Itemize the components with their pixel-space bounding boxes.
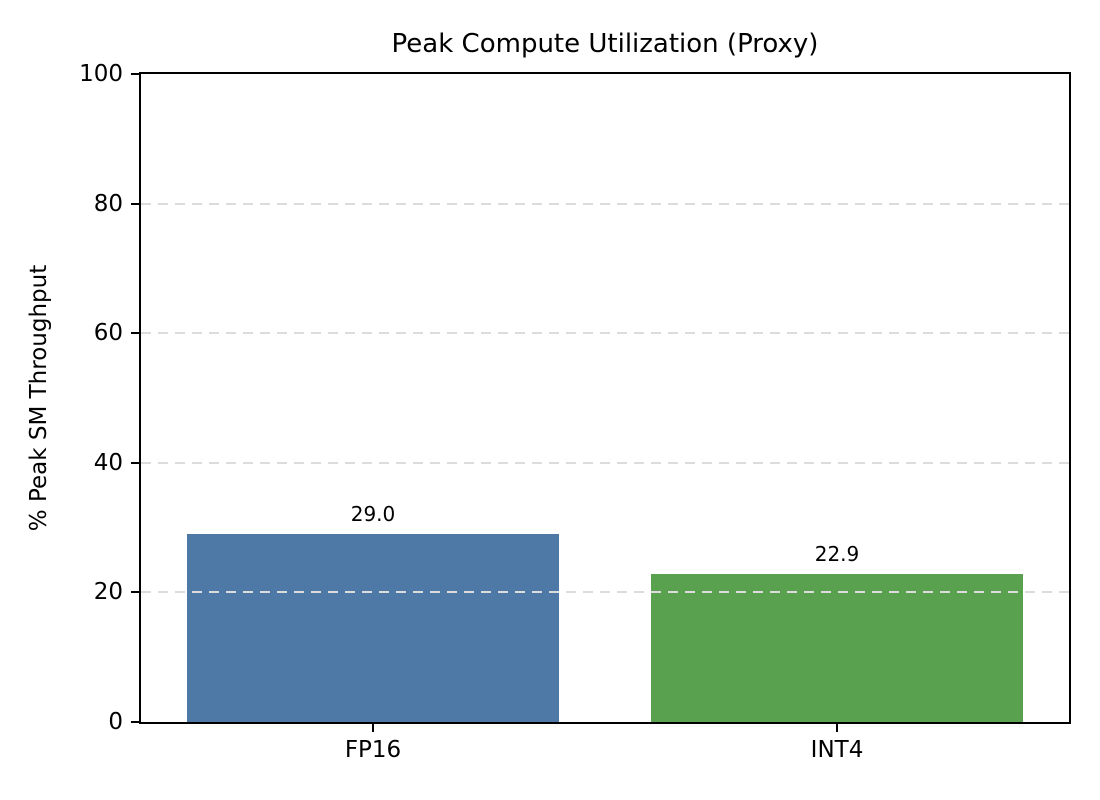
y-gridline: [141, 591, 1069, 594]
bar-annotations-layer: 29.0 22.9: [141, 74, 1069, 722]
y-tick-label: 100: [79, 61, 123, 87]
y-tick-mark: [131, 73, 141, 75]
y-tick-mark: [131, 332, 141, 335]
y-axis-label: % Peak SM Throughput: [26, 264, 52, 532]
bars-layer: [141, 74, 1069, 722]
y-tick-mark: [131, 721, 141, 723]
bar-fp16: [187, 534, 559, 722]
y-gridline: [141, 461, 1069, 464]
y-tick-mark: [131, 591, 141, 594]
y-tick-mark: [131, 461, 141, 464]
y-gridline: [141, 202, 1069, 205]
gridlines-layer: [141, 74, 1069, 722]
y-tick-label: 0: [108, 709, 123, 735]
bar-value-label: 22.9: [814, 541, 860, 566]
chart-title: Peak Compute Utilization (Proxy): [391, 29, 819, 59]
y-tick-mark: [131, 202, 141, 205]
plot-area: 29.0 22.9: [139, 72, 1071, 724]
x-tick-label: FP16: [344, 737, 402, 763]
y-gridline: [141, 332, 1069, 335]
y-tick-label: 60: [93, 320, 123, 347]
y-tick-label: 80: [93, 190, 123, 217]
x-tick-mark: [836, 722, 838, 732]
bar-value-label: 29.0: [350, 502, 396, 527]
y-tick-label: 40: [93, 449, 123, 476]
bar-int4: [651, 573, 1023, 722]
x-tick-mark: [372, 722, 374, 732]
y-tick-label: 20: [93, 579, 123, 606]
x-tick-label: INT4: [810, 737, 864, 763]
